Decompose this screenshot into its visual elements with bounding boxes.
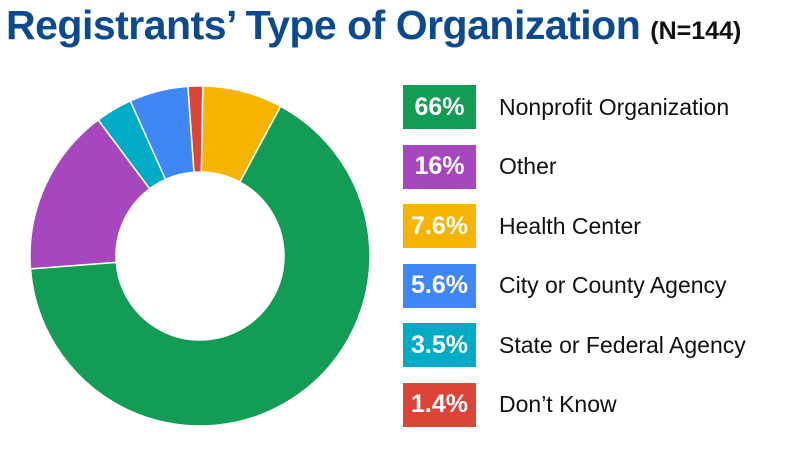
legend-percent-badge: 7.6%: [403, 204, 476, 248]
legend-item: 5.6% City or County Agency: [403, 263, 746, 308]
donut-chart: [29, 85, 371, 427]
legend-item: 1.4% Don’t Know: [403, 382, 746, 427]
chart-sample-size: (N=144): [650, 17, 742, 45]
legend-label: Health Center: [499, 212, 641, 239]
legend-item: 3.5% State or Federal Agency: [403, 323, 746, 367]
legend-percent-badge: 1.4%: [403, 382, 476, 427]
chart-legend: 66% Nonprofit Organization 16% Other 7.6% Hea…: [403, 85, 746, 442]
legend-percent-badge: 16%: [403, 144, 476, 189]
chart-title-block: Registrants’ Type of Organization (N=144): [6, 2, 741, 49]
chart-title: Registrants’ Type of Organization: [6, 2, 641, 48]
legend-percent-badge: 66%: [403, 85, 476, 129]
legend-item: 16% Other: [403, 144, 746, 189]
legend-item: 66% Nonprofit Organization: [403, 85, 746, 129]
legend-label: City or County Agency: [499, 272, 727, 298]
legend-item: 7.6% Health Center: [403, 204, 746, 248]
legend-label: Nonprofit Organization: [499, 93, 730, 120]
legend-label: Other: [499, 153, 557, 179]
donut-slice-5: [200, 85, 282, 184]
donut-slice-0: [29, 105, 371, 427]
legend-label: Don’t Know: [499, 391, 617, 417]
legend-label: State or Federal Agency: [499, 331, 746, 358]
legend-percent-badge: 5.6%: [403, 263, 476, 308]
legend-percent-badge: 3.5%: [403, 323, 476, 367]
